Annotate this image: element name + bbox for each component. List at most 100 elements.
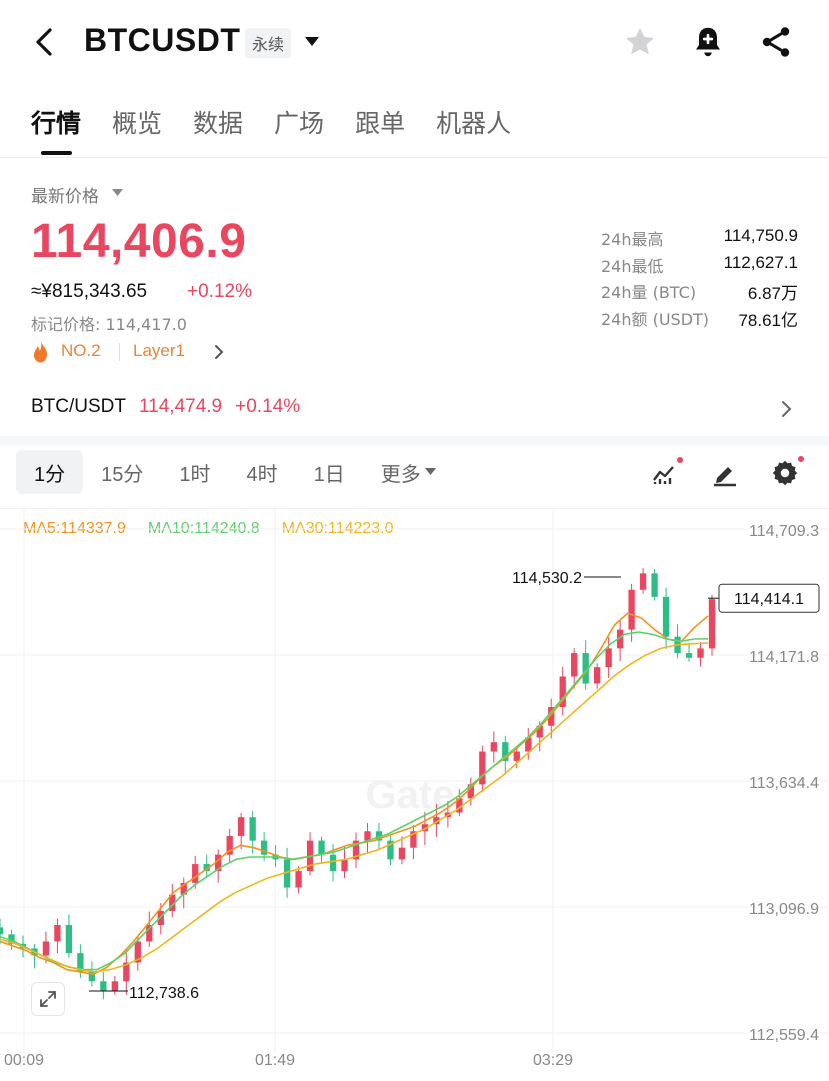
back-button[interactable] [26, 24, 62, 60]
notification-dot [677, 457, 683, 463]
interval-1m[interactable]: 1分 [16, 450, 84, 494]
x-tick-label: 01:49 [255, 1052, 295, 1069]
share-icon [762, 27, 790, 57]
candle-body [203, 864, 210, 872]
stat-24h-high: 24h最高 114,750.9 [601, 226, 798, 249]
candle-body [548, 707, 555, 726]
spot-market-row[interactable]: BTC/USDT 114,474.9 +0.14% [31, 396, 300, 418]
chart-settings-button[interactable] [770, 456, 804, 488]
indicator-button[interactable] [650, 457, 683, 488]
candle-body [639, 573, 647, 590]
candle-body [364, 831, 371, 841]
price-alert-button[interactable] [690, 24, 726, 64]
cny-price: ≈¥815,343.65 [31, 281, 148, 302]
candle-body [341, 859, 348, 872]
chevron-right-icon[interactable] [779, 399, 793, 419]
candle-body [318, 840, 325, 855]
drawing-tool-button[interactable] [710, 458, 740, 488]
share-button[interactable] [758, 24, 794, 64]
stat-24h-turnover: 24h额 (USDT) 78.61亿 [601, 309, 798, 330]
candle-body [42, 941, 50, 956]
tab-overview[interactable]: 概览 [112, 109, 163, 138]
candle-body [628, 589, 635, 630]
candle-body [525, 737, 532, 752]
section-separator [0, 436, 829, 446]
rank-tag[interactable]: NO.2 [61, 341, 101, 360]
watermark-text: Gate [366, 773, 455, 817]
star-icon [625, 27, 655, 55]
candle-body [215, 854, 222, 872]
candle-body [513, 751, 520, 761]
sector-tag[interactable]: Layer1 [133, 341, 185, 360]
notification-dot [798, 456, 804, 462]
caret-down-icon [424, 468, 436, 475]
spot-pair: BTC/USDT [31, 396, 126, 417]
interval-4h[interactable]: 4时 [246, 463, 278, 486]
candle-body [387, 840, 394, 860]
candle-body [456, 798, 463, 813]
candle-body [605, 648, 612, 668]
candle-body [249, 817, 256, 841]
bell-plus-icon [696, 27, 720, 57]
candle-body [329, 854, 337, 872]
pencil-icon [714, 467, 736, 487]
y-tick-label: 114,171.8 [749, 649, 819, 666]
candle-body [410, 831, 417, 848]
y-tick-label: 113,096.9 [749, 901, 819, 918]
tab-bots[interactable]: 机器人 [436, 109, 512, 138]
latest-price-label[interactable]: 最新价格 [31, 187, 99, 207]
price-change: +0.12% [187, 281, 252, 302]
candle-body [571, 653, 578, 677]
fullscreen-button[interactable] [31, 982, 65, 1016]
tab-market[interactable]: 行情 [31, 109, 82, 138]
ma5-line [0, 612, 709, 976]
candle-body [192, 864, 199, 883]
candle-body [433, 817, 440, 825]
last-price: 114,406.9 [31, 215, 247, 268]
contract-type-badge[interactable]: 永续 [245, 28, 292, 58]
24h-stats: 24h最高 114,750.9 24h最低 112,627.1 24h量 (BTC)… [601, 226, 798, 332]
y-tick-label: 113,634.4 [749, 775, 819, 792]
candle-body [616, 629, 624, 649]
favorite-button[interactable] [622, 24, 658, 64]
candle-body [146, 925, 153, 942]
candle-body [375, 831, 383, 841]
divider [119, 343, 120, 361]
spot-price: 114,474.9 [139, 396, 223, 417]
candle-body [295, 871, 302, 888]
spot-change: +0.14% [235, 396, 301, 417]
tab-square[interactable]: 广场 [274, 109, 325, 138]
high-price-label: 114,530.2 [512, 570, 582, 587]
tab-copy-trading[interactable]: 跟单 [355, 109, 406, 138]
current-price-box [718, 583, 820, 613]
back-arrow-icon [36, 28, 52, 56]
candle-body [100, 981, 107, 991]
stat-24h-volume: 24h量 (BTC) 6.87万 [601, 283, 798, 303]
candle-body [352, 840, 360, 860]
candle-body [54, 925, 61, 942]
gear-icon [772, 460, 798, 486]
candle-body [490, 742, 497, 752]
caret-down-icon[interactable] [112, 189, 123, 197]
y-tick-label: 112,559.4 [749, 1027, 819, 1044]
tab-data[interactable]: 数据 [193, 109, 244, 138]
main-tabs: 行情 概览 数据 广场 跟单 机器人 [31, 104, 511, 140]
candle-body [260, 840, 268, 855]
candle-body [123, 962, 130, 982]
interval-more-label: 更多 [380, 463, 421, 486]
candle-body [238, 817, 245, 836]
symbol-title[interactable]: BTCUSDT [84, 22, 241, 58]
chevron-right-icon[interactable] [213, 343, 225, 361]
interval-selector: 1分 15分 1时 4时 1日 更多 [16, 450, 454, 494]
candle-body [685, 653, 693, 658]
interval-1d[interactable]: 1日 [313, 463, 345, 486]
interval-more[interactable]: 更多 [363, 450, 454, 494]
candle-body [697, 648, 704, 658]
x-tick-label: 03:29 [533, 1052, 573, 1069]
candle-body [662, 596, 670, 637]
kline-chart[interactable]: 114,709.3 114,171.8 113,634.4 113,096.9 112,… [0, 508, 829, 1081]
candle-body [65, 925, 73, 954]
caret-down-icon[interactable] [304, 36, 320, 48]
interval-15m[interactable]: 15分 [101, 463, 144, 486]
interval-1h[interactable]: 1时 [179, 463, 211, 486]
